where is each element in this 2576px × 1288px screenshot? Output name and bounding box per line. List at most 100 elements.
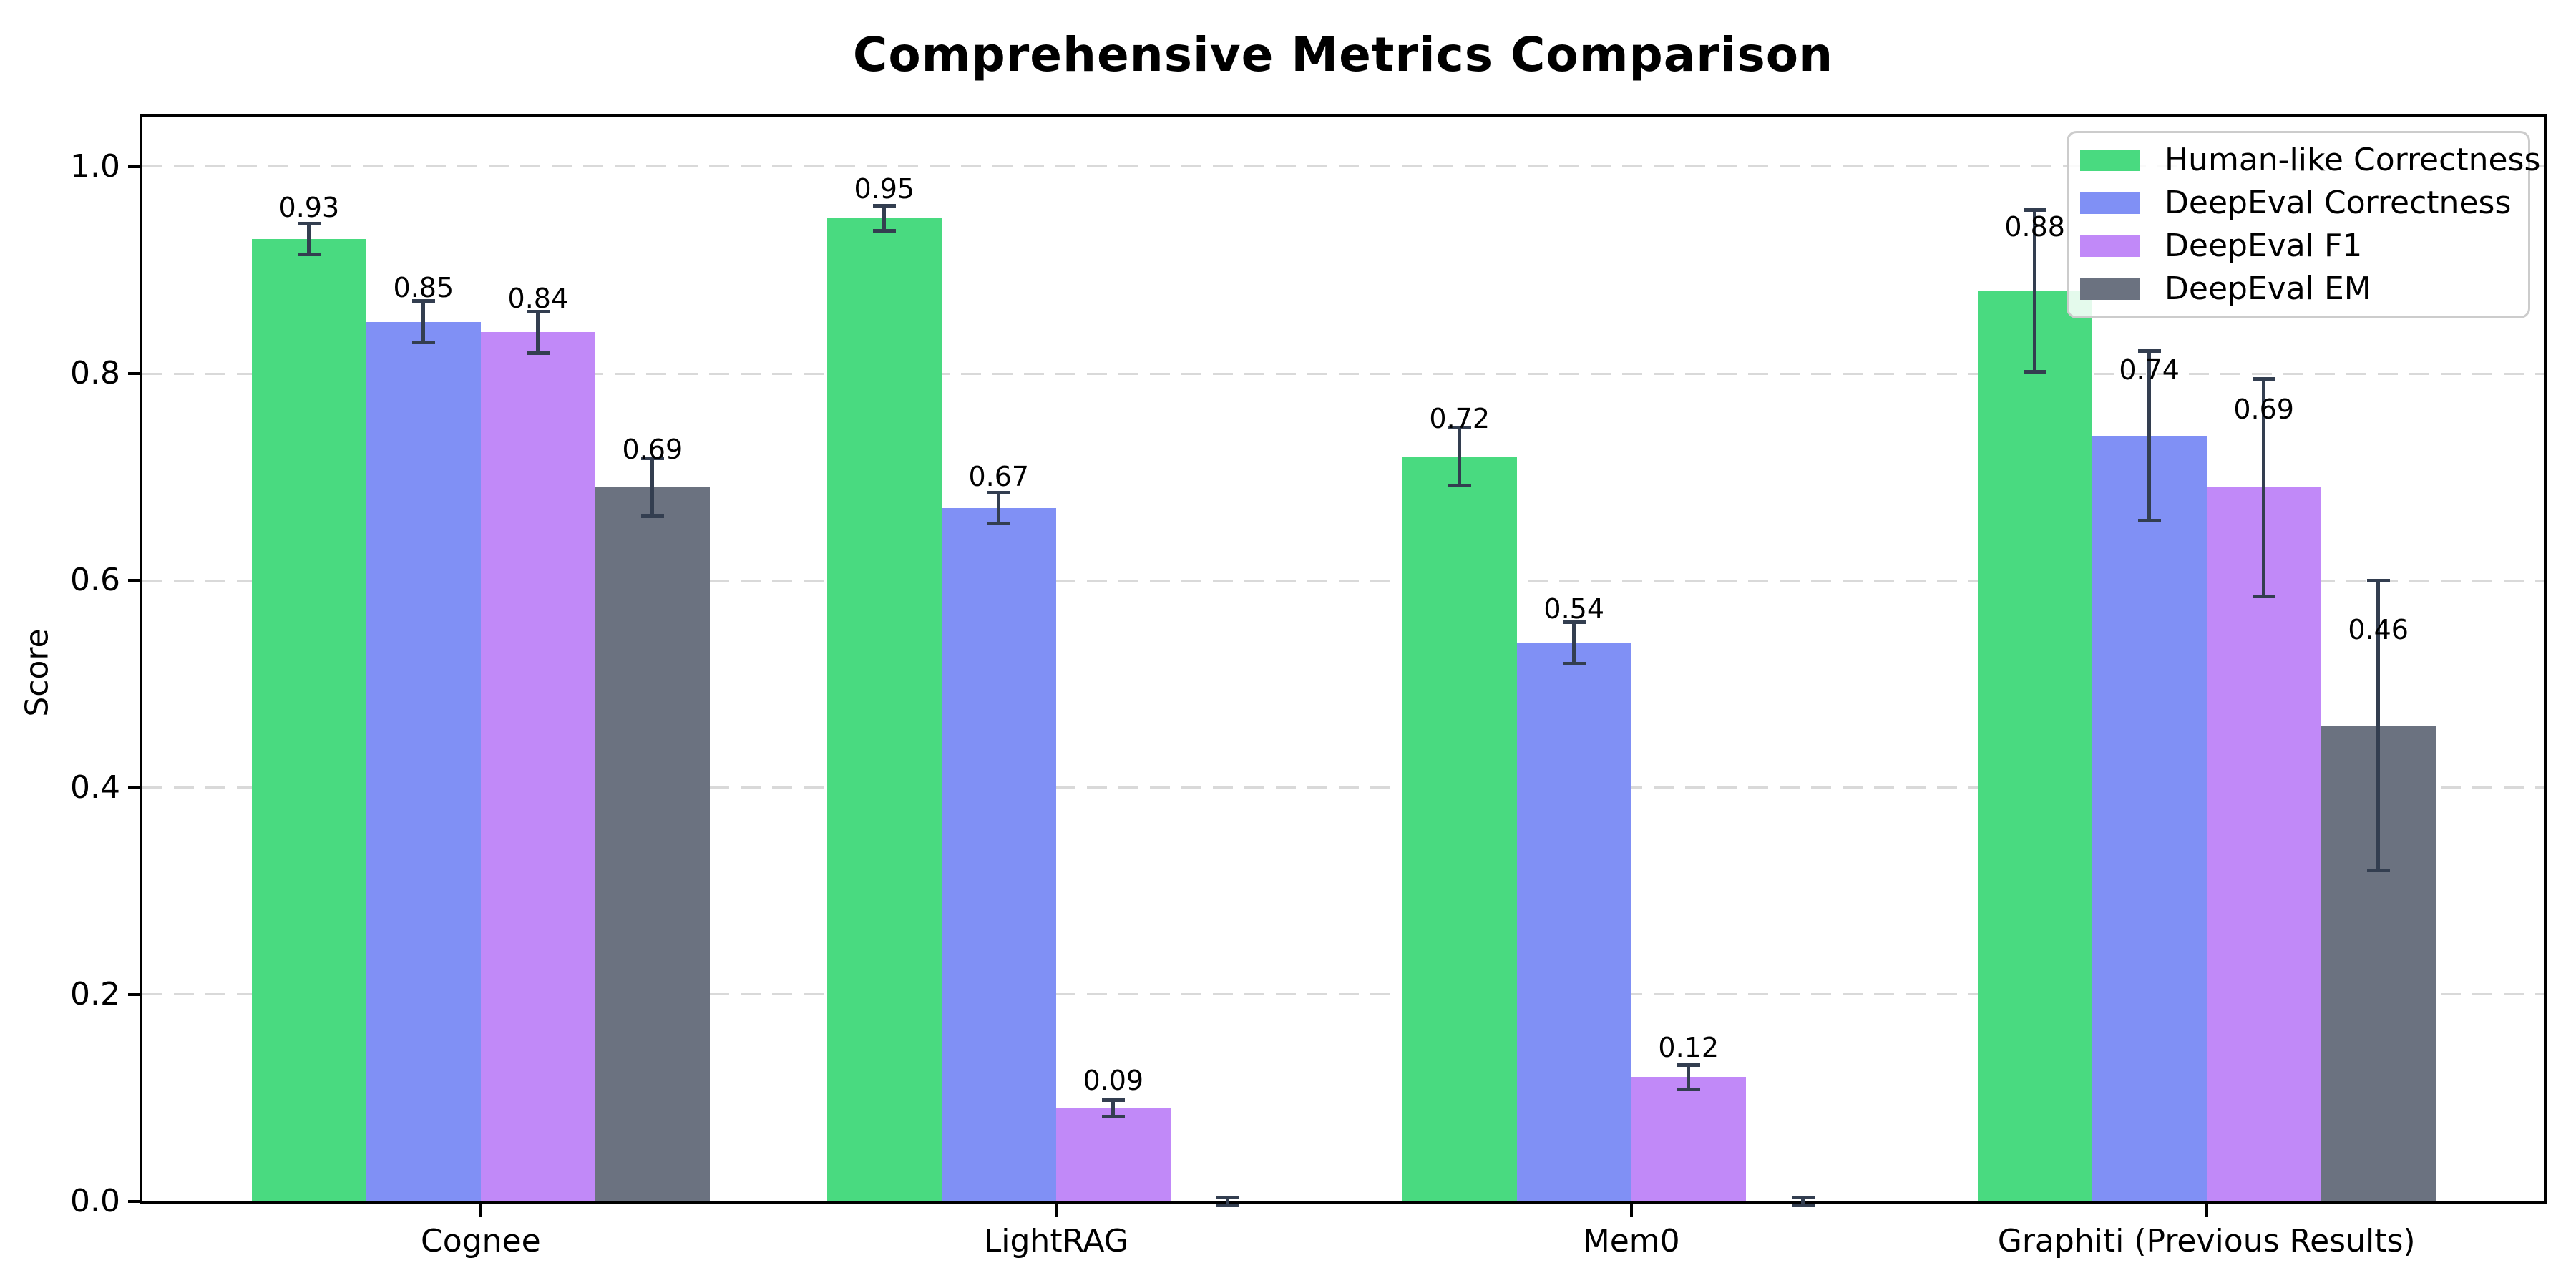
bar (826, 218, 942, 1201)
error-bar-cap (2023, 208, 2046, 213)
legend: Human-like Correctness DeepEval Correctn… (2067, 131, 2540, 318)
error-bar-line (1687, 1065, 1691, 1090)
bar (251, 239, 366, 1201)
y-tick-label: 0.0 (70, 1183, 120, 1219)
bar-value-label: 0.74 (2119, 353, 2180, 386)
y-tick (128, 992, 140, 996)
bar-value-label: 0.46 (2348, 613, 2409, 645)
error-bar-cap (987, 490, 1010, 494)
y-tick (128, 786, 140, 789)
y-axis-label: Score (19, 628, 56, 717)
error-bar-cap (640, 514, 664, 519)
error-bar-cap (872, 204, 896, 208)
legend-swatch-deepeval-f1 (2080, 235, 2140, 257)
bar-value-label: 0.88 (2004, 211, 2065, 243)
error-bar-cap (1448, 425, 1471, 429)
error-bar-line (882, 205, 887, 231)
error-bar-cap (1216, 1204, 1239, 1208)
x-tick (479, 1204, 482, 1217)
error-bar-cap (1448, 483, 1471, 487)
error-bar-cap (2137, 519, 2161, 523)
error-bar-line (2376, 580, 2381, 871)
error-bar-line (1458, 427, 1462, 486)
bar (595, 487, 710, 1201)
error-bar-cap (1101, 1114, 1125, 1118)
legend-row: DeepEval EM (2080, 271, 2521, 307)
error-bar-cap (1101, 1098, 1125, 1102)
gridline (142, 786, 2544, 789)
x-tick (1629, 1204, 1633, 1217)
bar (1055, 1108, 1171, 1201)
error-bar-cap (2252, 376, 2275, 381)
bar-value-label: 0.95 (854, 172, 915, 205)
y-tick-label: 0.4 (70, 769, 120, 806)
y-tick (128, 1200, 140, 1203)
y-tick-label: 1.0 (70, 147, 120, 185)
error-bar-cap (640, 457, 664, 461)
legend-swatch-human-like-correctness (2080, 150, 2140, 171)
error-bar-cap (297, 222, 321, 225)
bar (941, 508, 1056, 1201)
error-bar-line (2147, 351, 2152, 521)
x-tick-label: Mem0 (1582, 1223, 1680, 1259)
error-bar-cap (1677, 1088, 1700, 1092)
error-bar-cap (2137, 348, 2161, 353)
y-tick-label: 0.6 (70, 562, 120, 599)
error-bar-line (536, 311, 540, 353)
error-bar-line (1801, 1197, 1805, 1206)
legend-label: DeepEval Correctness (2165, 185, 2512, 221)
error-bar-cap (1562, 620, 1586, 624)
error-bar-line (1111, 1100, 1116, 1117)
legend-row: DeepEval F1 (2080, 228, 2521, 264)
bar (2092, 435, 2207, 1201)
legend-label: DeepEval EM (2165, 270, 2371, 307)
error-bar-cap (1791, 1195, 1815, 1199)
legend-label: DeepEval F1 (2165, 228, 2363, 264)
error-bar-cap (987, 522, 1010, 526)
y-tick (128, 579, 140, 582)
error-bar-cap (411, 299, 435, 303)
error-bar-line (421, 301, 426, 343)
error-bar-line (307, 223, 311, 255)
y-tick (128, 165, 140, 168)
error-bar-line (2033, 210, 2037, 372)
error-bar-cap (2366, 578, 2390, 582)
gridline (142, 993, 2544, 996)
bar-value-label: 0.67 (968, 461, 1030, 493)
bar (1402, 456, 1517, 1201)
bar-value-label: 0.12 (1658, 1031, 1719, 1063)
legend-row: Human-like Correctness (2080, 142, 2540, 178)
error-bar-cap (411, 341, 435, 345)
error-bar-line (650, 458, 655, 517)
bar (2206, 487, 2321, 1201)
legend-row: DeepEval Correctness (2080, 185, 2521, 221)
error-bar-line (997, 492, 1001, 524)
y-tick-label: 0.2 (70, 975, 120, 1013)
bar-value-label: 0.72 (1429, 402, 1491, 434)
error-bar-cap (297, 253, 321, 257)
legend-label: Human-like Correctness (2165, 142, 2541, 178)
bar-value-label: 0.69 (2233, 394, 2294, 426)
error-bar-cap (526, 351, 550, 355)
legend-swatch-deepeval-correctness (2080, 192, 2140, 214)
x-tick (2205, 1204, 2208, 1217)
y-tick-label: 0.8 (70, 355, 120, 392)
bar (1516, 643, 1631, 1201)
error-bar-cap (1677, 1063, 1700, 1067)
legend-swatch-deepeval-em (2080, 278, 2140, 300)
error-bar-cap (2023, 369, 2046, 374)
bar-value-label: 0.93 (278, 192, 340, 224)
x-tick (1054, 1204, 1058, 1217)
error-bar-cap (2366, 868, 2390, 872)
bar (1977, 291, 2092, 1201)
error-bar-cap (872, 229, 896, 233)
gridline (142, 165, 2544, 168)
bar (480, 332, 595, 1201)
error-bar-cap (1791, 1204, 1815, 1208)
error-bar-cap (2252, 594, 2275, 598)
error-bar-line (1226, 1197, 1230, 1206)
error-bar-cap (1216, 1195, 1239, 1199)
error-bar-line (1572, 622, 1576, 664)
gridline (142, 579, 2544, 582)
